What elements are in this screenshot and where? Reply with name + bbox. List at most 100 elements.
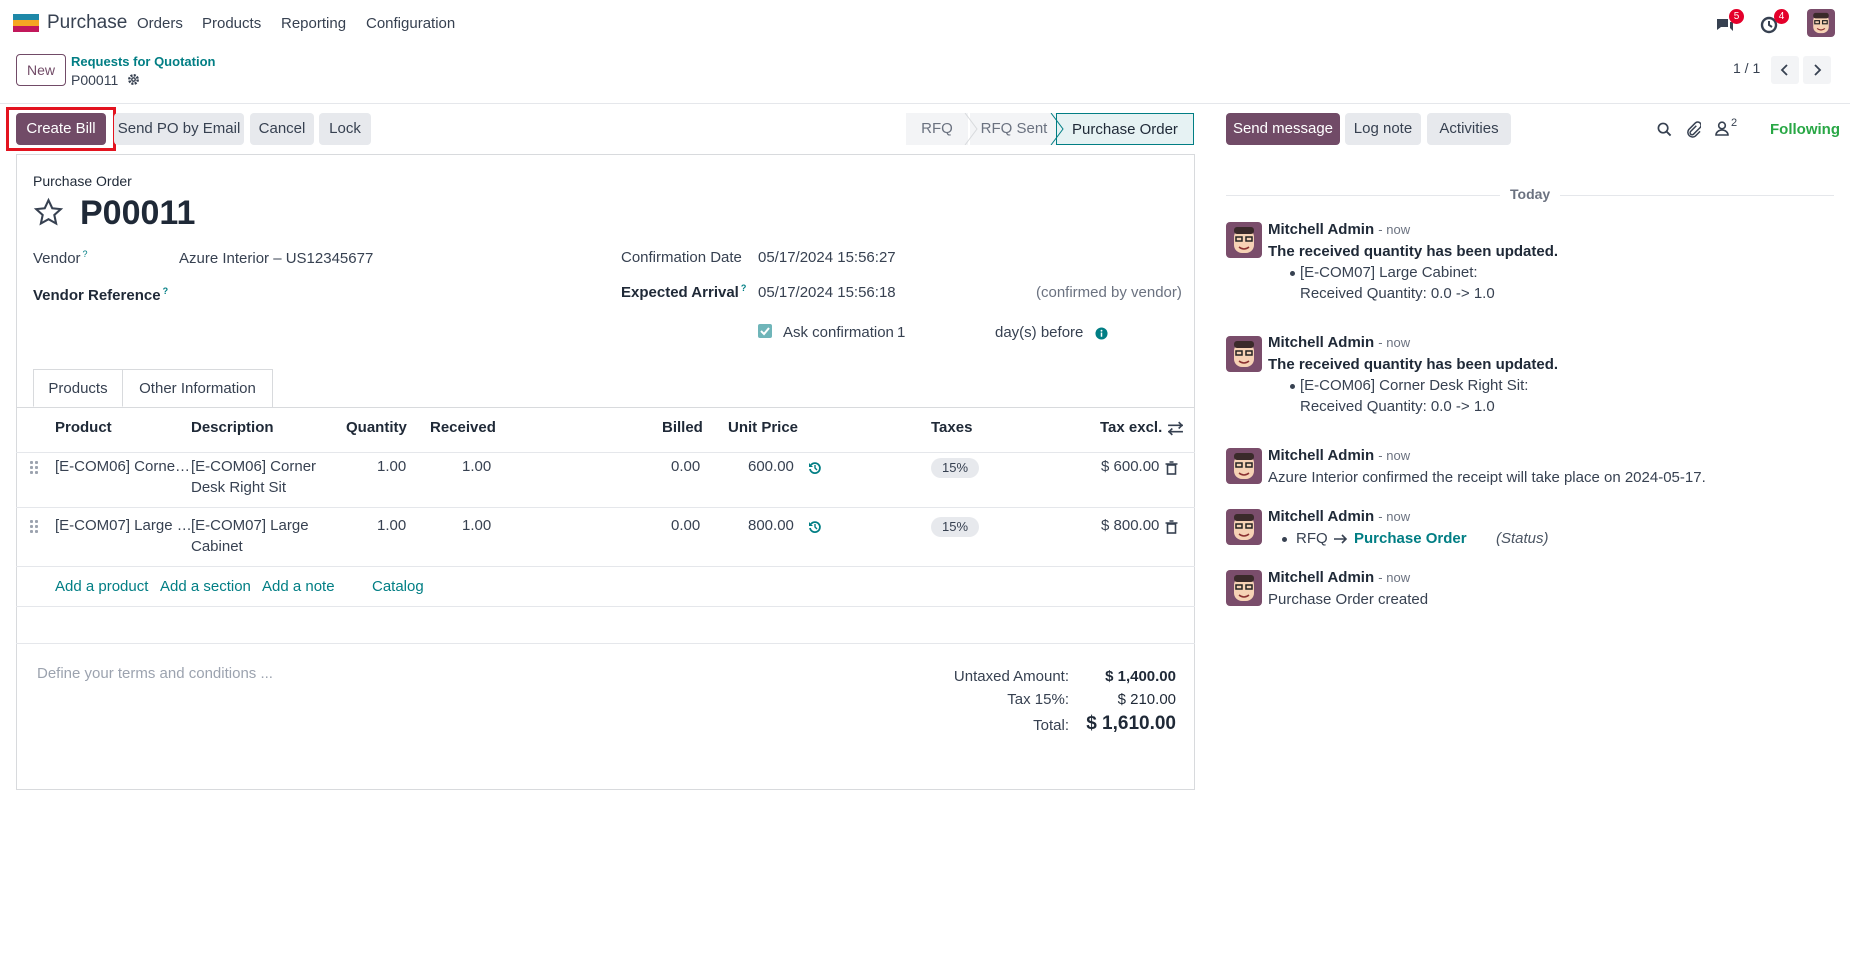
days-before-label: day(s) before	[995, 324, 1084, 341]
col-quantity[interactable]: Quantity	[346, 419, 407, 436]
row2-description-line1[interactable]: [E-COM07] Large	[191, 517, 309, 534]
status-rfq-sent[interactable]: RFQ Sent	[970, 113, 1058, 145]
send-message-button[interactable]: Send message	[1226, 113, 1340, 145]
pager-value[interactable]: 1 / 1	[1733, 60, 1761, 76]
menu-orders[interactable]: Orders	[137, 15, 183, 32]
row1-received[interactable]: 1.00	[462, 458, 492, 475]
message-author[interactable]: Mitchell Admin - now	[1268, 334, 1411, 351]
total-label: Total:	[1033, 717, 1069, 734]
message-author[interactable]: Mitchell Admin - now	[1268, 508, 1411, 525]
menu-products[interactable]: Products	[202, 15, 262, 32]
table-divider	[16, 606, 1195, 607]
row2-product[interactable]: [E-COM07] Large …	[55, 517, 192, 534]
row1-quantity[interactable]: 1.00	[377, 458, 407, 475]
drag-handle-icon[interactable]	[30, 520, 38, 534]
price-history-icon[interactable]	[808, 520, 822, 534]
col-received[interactable]: Received	[430, 419, 496, 436]
drag-handle-icon[interactable]	[30, 461, 38, 475]
add-product-link[interactable]: Add a product	[55, 578, 149, 595]
add-section-link[interactable]: Add a section	[160, 578, 251, 595]
vendor-field[interactable]: Azure Interior – US12345677	[179, 250, 374, 267]
message-avatar[interactable]	[1226, 222, 1262, 258]
new-button[interactable]: New	[16, 54, 66, 86]
search-icon[interactable]	[1657, 122, 1672, 137]
following-button[interactable]: Following	[1770, 121, 1840, 138]
purchase-app-icon[interactable]	[13, 14, 39, 32]
followers-button[interactable]: 2	[1715, 117, 1745, 139]
activities-button-chatter[interactable]: Activities	[1427, 113, 1511, 145]
message-author[interactable]: Mitchell Admin - now	[1268, 447, 1411, 464]
menu-reporting[interactable]: Reporting	[281, 15, 347, 32]
message-title: The received quantity has been updated.	[1268, 243, 1559, 260]
message-avatar[interactable]	[1226, 570, 1262, 606]
row2-unit-price[interactable]: 800.00	[748, 517, 794, 534]
lock-button[interactable]: Lock	[319, 113, 371, 145]
col-tax-excl[interactable]: Tax excl.	[1100, 419, 1163, 436]
row1-product[interactable]: [E-COM06] Corne…	[55, 458, 191, 475]
activities-badge: 4	[1774, 9, 1789, 24]
tracking-field-name: (Status)	[1496, 530, 1549, 547]
breadcrumb-current: P00011	[71, 72, 119, 88]
message-avatar[interactable]	[1226, 336, 1262, 372]
row1-billed[interactable]: 0.00	[671, 458, 701, 475]
row2-description-line2[interactable]: Cabinet	[191, 538, 243, 555]
row2-quantity[interactable]: 1.00	[377, 517, 407, 534]
row2-tax-badge[interactable]: 15%	[931, 517, 979, 537]
message-avatar[interactable]	[1226, 448, 1262, 484]
menu-configuration[interactable]: Configuration	[366, 15, 456, 32]
create-bill-button[interactable]: Create Bill	[16, 113, 106, 145]
user-avatar[interactable]	[1807, 9, 1835, 37]
info-icon[interactable]	[1095, 327, 1108, 340]
send-po-by-email-button[interactable]: Send PO by Email	[114, 113, 244, 145]
col-unit-price[interactable]: Unit Price	[728, 419, 799, 436]
list-bullet	[1290, 384, 1295, 389]
pager-next-button[interactable]	[1803, 56, 1831, 84]
highlight-box	[6, 107, 116, 151]
catalog-link[interactable]: Catalog	[372, 578, 424, 595]
pager-previous-button[interactable]	[1771, 56, 1799, 84]
status-rfq[interactable]: RFQ	[906, 113, 968, 145]
message-body: Purchase Order created	[1268, 591, 1429, 608]
message-author[interactable]: Mitchell Admin - now	[1268, 569, 1411, 586]
trash-icon[interactable]	[1165, 520, 1178, 534]
message-author[interactable]: Mitchell Admin - now	[1268, 221, 1411, 238]
row-divider	[16, 566, 1195, 567]
activities-button[interactable]: 4	[1760, 9, 1790, 36]
log-note-button[interactable]: Log note	[1345, 113, 1421, 145]
price-history-icon[interactable]	[808, 461, 822, 475]
row1-description-line1[interactable]: [E-COM06] Corner	[191, 458, 317, 475]
confirmation-date-label: Confirmation Date	[621, 249, 742, 266]
row2-received[interactable]: 1.00	[462, 517, 492, 534]
star-icon[interactable]	[33, 197, 64, 228]
messaging-button[interactable]: 5	[1715, 9, 1745, 36]
row1-tax-badge[interactable]: 15%	[931, 458, 979, 478]
ask-confirmation-days-input[interactable]: 1	[897, 324, 906, 341]
row2-billed[interactable]: 0.00	[671, 517, 701, 534]
message-avatar[interactable]	[1226, 509, 1262, 545]
app-name[interactable]: Purchase	[47, 12, 128, 33]
cancel-button[interactable]: Cancel	[250, 113, 314, 145]
col-billed[interactable]: Billed	[662, 419, 703, 436]
paperclip-icon[interactable]	[1686, 121, 1701, 138]
trash-icon[interactable]	[1165, 461, 1178, 475]
status-purchase-order[interactable]: Purchase Order	[1056, 113, 1194, 145]
gear-icon[interactable]	[127, 73, 140, 86]
control-panel	[0, 46, 1850, 104]
optional-columns-icon[interactable]	[1167, 420, 1184, 437]
ask-confirmation-checkbox[interactable]	[758, 324, 772, 338]
confirmation-date-field[interactable]: 05/17/2024 15:56:27	[758, 249, 896, 266]
message-line: Received Quantity: 0.0 -> 1.0	[1300, 398, 1495, 415]
col-description[interactable]: Description	[191, 419, 274, 436]
expected-arrival-field[interactable]: 05/17/2024 15:56:18	[758, 284, 896, 301]
breadcrumb-parent[interactable]: Requests for Quotation	[71, 54, 216, 69]
row1-description-line2[interactable]: Desk Right Sit	[191, 479, 287, 496]
vendor-reference-input[interactable]	[179, 282, 579, 308]
tab-products[interactable]: Products	[33, 369, 123, 407]
add-note-link[interactable]: Add a note	[262, 578, 335, 595]
terms-conditions-input[interactable]: Define your terms and conditions ...	[37, 665, 273, 682]
tab-other-information[interactable]: Other Information	[123, 369, 273, 407]
row1-unit-price[interactable]: 600.00	[748, 458, 794, 475]
col-taxes[interactable]: Taxes	[931, 419, 973, 436]
header-divider	[16, 452, 1195, 453]
col-product[interactable]: Product	[55, 419, 112, 436]
